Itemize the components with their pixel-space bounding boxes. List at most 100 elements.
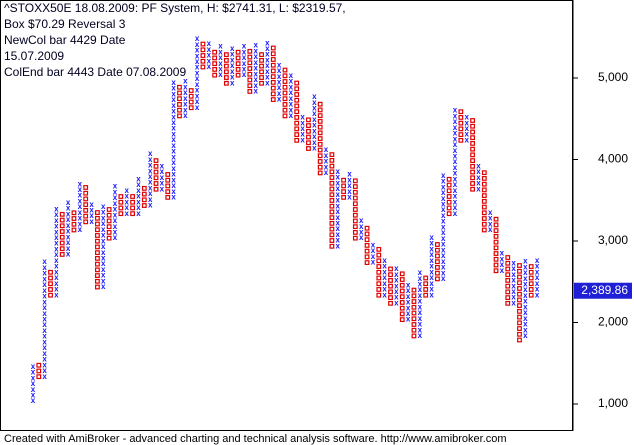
x-symbol: x	[289, 94, 294, 103]
o-symbol	[270, 62, 276, 68]
x-symbol: x	[42, 286, 47, 295]
o-symbol	[388, 266, 393, 272]
x-symbol: x	[453, 106, 458, 115]
x-symbol: x	[523, 291, 528, 300]
o-symbol	[423, 275, 429, 281]
x-symbol: x	[429, 273, 434, 282]
o-symbol	[153, 186, 159, 192]
o-symbol	[282, 79, 288, 84]
o-symbol	[399, 271, 405, 277]
x-symbol: x	[195, 97, 200, 106]
x-symbol: x	[136, 174, 141, 183]
x-symbol: x	[394, 298, 399, 307]
x-symbol: x	[347, 170, 352, 179]
x-symbol: x	[148, 195, 153, 204]
x-symbol: x	[500, 266, 505, 275]
x-symbol: x	[42, 332, 47, 341]
x-symbol: x	[289, 111, 294, 120]
x-symbol: x	[476, 184, 481, 193]
x-symbol: x	[253, 52, 258, 61]
x-symbol: x	[160, 184, 165, 193]
x-symbol: x	[453, 197, 458, 206]
x-symbol: x	[183, 100, 188, 109]
x-symbol: x	[31, 385, 36, 394]
pf-column	[294, 80, 300, 143]
o-symbol	[517, 274, 522, 280]
o-symbol	[470, 141, 475, 146]
o-symbol	[388, 300, 393, 306]
x-symbol: x	[183, 111, 188, 120]
o-symbol	[294, 115, 300, 120]
o-symbol	[235, 67, 241, 72]
x-symbol: x	[195, 57, 200, 66]
o-symbol	[423, 281, 429, 287]
x-symbol: x	[429, 250, 434, 259]
o-symbol	[528, 292, 534, 298]
x-symbol: x	[148, 166, 153, 175]
x-symbol: x	[113, 222, 118, 231]
x-symbol: x	[511, 281, 516, 290]
x-symbol: x	[382, 290, 387, 299]
x-symbol: x	[242, 42, 247, 51]
x-symbol: x	[42, 274, 47, 283]
o-symbol	[470, 169, 475, 175]
o-symbol	[399, 282, 405, 288]
x-symbol: x	[66, 198, 71, 207]
o-symbol	[317, 107, 323, 113]
x-symbol: x	[453, 111, 458, 120]
pf-column	[223, 52, 229, 86]
o-symbol	[329, 232, 335, 238]
x-symbol: x	[230, 73, 235, 82]
o-symbol	[411, 304, 417, 310]
x-symbol: x	[148, 201, 153, 210]
x-symbol: x	[160, 179, 165, 188]
o-symbol	[153, 181, 159, 186]
o-symbol	[517, 331, 522, 337]
x-symbol: x	[54, 204, 59, 213]
x-symbol: x	[89, 200, 94, 209]
o-symbol	[223, 57, 229, 63]
x-symbol: x	[171, 187, 176, 196]
x-symbol: x	[453, 203, 458, 212]
x-symbol: x	[78, 179, 83, 188]
o-symbol	[71, 210, 77, 216]
x-symbol: x	[54, 239, 59, 248]
o-symbol	[505, 295, 511, 301]
x-symbol: x	[66, 221, 71, 230]
x-symbol: x	[535, 273, 540, 282]
x-symbol: x	[124, 192, 129, 201]
pf-column	[423, 275, 429, 298]
pf-column	[95, 210, 100, 290]
o-symbol	[470, 175, 475, 181]
x-symbol: x	[523, 308, 528, 317]
o-symbol	[435, 247, 440, 253]
x-symbol: x	[300, 130, 305, 139]
x-symbol: x	[195, 51, 200, 60]
x-symbol: x	[382, 285, 387, 294]
x-symbol: x	[336, 224, 341, 233]
o-symbol	[235, 49, 241, 55]
o-symbol	[294, 92, 300, 97]
pf-column	[141, 185, 147, 208]
x-symbol: x	[54, 216, 59, 225]
pf-column	[481, 170, 487, 233]
o-symbol	[470, 152, 475, 158]
x-symbol: x	[89, 211, 94, 220]
o-symbol	[481, 181, 487, 187]
x-symbol: x	[265, 38, 270, 47]
x-symbol: x	[429, 256, 434, 265]
o-symbol	[470, 186, 475, 192]
x-symbol: x	[523, 302, 528, 311]
x-symbol: x	[511, 264, 516, 273]
x-symbol: x	[464, 130, 469, 139]
x-symbol: x	[336, 218, 341, 227]
x-symbol: x	[195, 74, 200, 83]
o-symbol	[317, 124, 323, 130]
x-symbol: x	[500, 260, 505, 269]
o-symbol	[294, 103, 300, 109]
x-symbol: x	[171, 101, 176, 110]
